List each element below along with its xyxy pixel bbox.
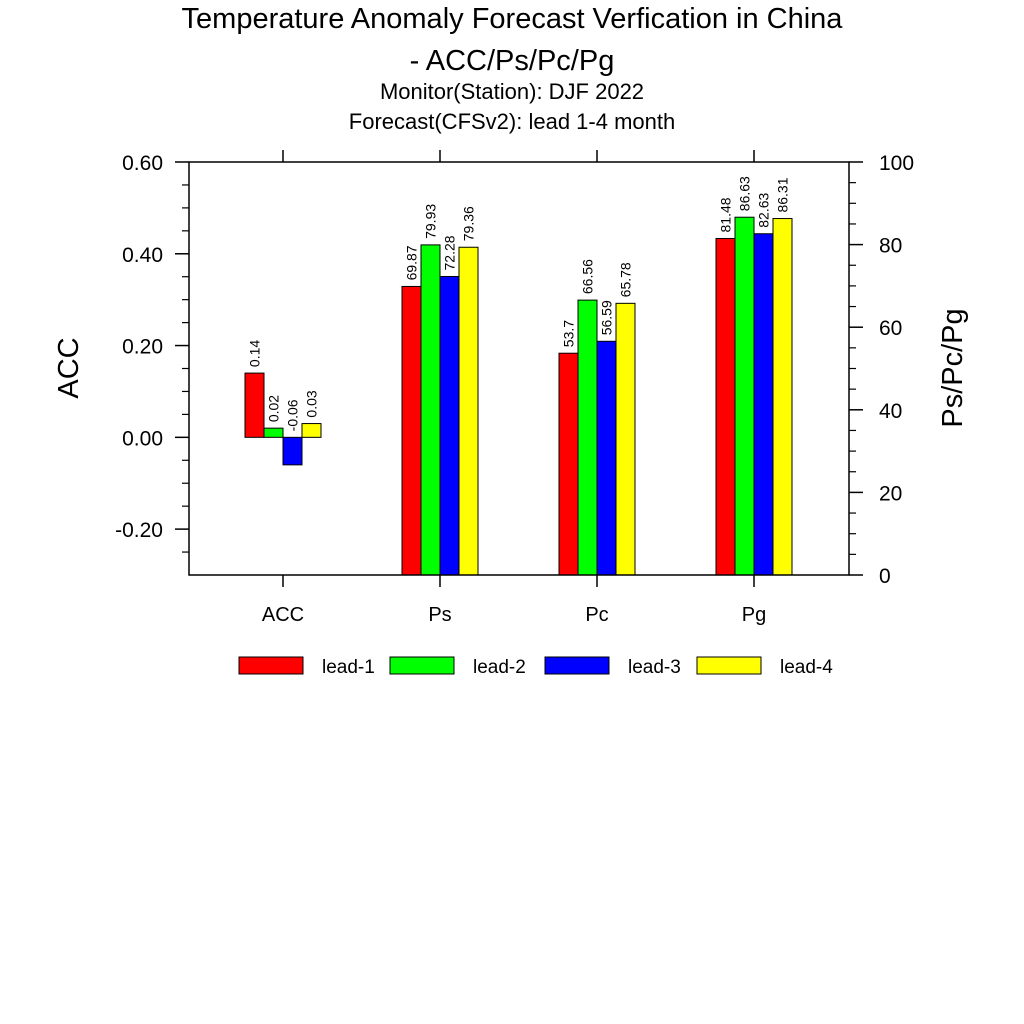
data-label-Pc-lead-4: 65.78 (618, 262, 634, 297)
legend-label-lead-3: lead-3 (628, 657, 681, 678)
bar-Pg-lead-4 (772, 218, 793, 576)
bar-Pc-lead-1 (558, 352, 579, 576)
right-tick-label: 20 (879, 482, 902, 505)
bar-Pg-lead-2 (734, 216, 755, 576)
bar-Ps-lead-3 (439, 275, 460, 576)
left-axis-title: ACC (53, 337, 85, 398)
chart-title-line2: - ACC/Ps/Pc/Pg (410, 45, 615, 77)
axes-layer: -0.20 0.00 0.20 0.40 0.60 0 20 40 60 80 100 ACC Ps Pc… (115, 150, 914, 626)
data-label-ACC-lead-4: 0.03 (304, 390, 320, 417)
bar-Pg-lead-1 (715, 237, 736, 576)
right-tick-label: 100 (879, 152, 914, 175)
chart-title-line1: Temperature Anomaly Forecast Verfication… (182, 3, 844, 35)
data-label-Pc-lead-3: 56.59 (599, 300, 615, 335)
category-label-Pg: Pg (742, 604, 766, 626)
bar-Ps-lead-1 (401, 285, 422, 576)
left-tick-label: 0.20 (122, 336, 163, 359)
data-label-ACC-lead-1: 0.14 (247, 340, 263, 367)
legend-label-lead-1: lead-1 (322, 657, 375, 678)
right-tick-label: 40 (879, 400, 902, 423)
legend-swatch-lead-4 (696, 656, 762, 675)
legend-label-lead-2: lead-2 (473, 657, 526, 678)
bar-ACC-lead-1 (244, 372, 265, 438)
left-tick-label: 0.00 (122, 427, 163, 450)
data-label-Pg-lead-2: 86.63 (737, 176, 753, 211)
bar-Pg-lead-3 (753, 233, 774, 576)
bar-ACC-lead-2 (263, 427, 284, 438)
category-label-Ps: Ps (428, 604, 451, 626)
chart-subtitle-line2: Forecast(CFSv2): lead 1-4 month (349, 109, 675, 134)
bar-Pc-lead-2 (577, 299, 598, 576)
data-label-Pg-lead-4: 86.31 (775, 177, 791, 212)
bar-Ps-lead-4 (458, 246, 479, 576)
bar-Pc-lead-4 (615, 302, 636, 576)
data-label-Pg-lead-3: 82.63 (756, 192, 772, 227)
right-axis-title: Ps/Pc/Pg (937, 308, 969, 427)
left-tick-label: 0.40 (122, 244, 163, 267)
bar-Pc-lead-3 (596, 340, 617, 576)
category-label-ACC: ACC (262, 604, 304, 626)
category-label-Pc: Pc (585, 604, 608, 626)
legend-swatch-lead-1 (238, 656, 304, 675)
legend-label-lead-4: lead-4 (780, 657, 833, 678)
data-label-Ps-lead-2: 79.93 (423, 204, 439, 239)
bar-ACC-lead-3 (282, 436, 303, 466)
right-tick-label: 0 (879, 565, 891, 588)
data-label-Ps-lead-1: 69.87 (404, 245, 420, 280)
data-label-Pc-lead-2: 66.56 (580, 259, 596, 294)
bar-ACC-lead-4 (301, 423, 322, 438)
data-label-Ps-lead-4: 79.36 (461, 206, 477, 241)
data-label-Pg-lead-1: 81.48 (718, 197, 734, 232)
left-tick-label: 0.60 (122, 152, 163, 175)
bar-Ps-lead-2 (420, 244, 441, 576)
legend-swatch-lead-3 (544, 656, 610, 675)
bars-layer (244, 216, 793, 576)
data-label-ACC-lead-3: -0.06 (285, 399, 301, 431)
legend: lead-1 lead-2 lead-3 lead-4 (238, 656, 833, 678)
left-tick-label: -0.20 (115, 519, 163, 542)
right-tick-label: 60 (879, 317, 902, 340)
legend-swatch-lead-2 (389, 656, 455, 675)
data-label-Pc-lead-1: 53.7 (561, 320, 577, 347)
data-label-Ps-lead-3: 72.28 (442, 235, 458, 270)
right-tick-label: 80 (879, 235, 902, 258)
chart-subtitle-line1: Monitor(Station): DJF 2022 (380, 79, 644, 104)
data-label-ACC-lead-2: 0.02 (266, 395, 282, 422)
